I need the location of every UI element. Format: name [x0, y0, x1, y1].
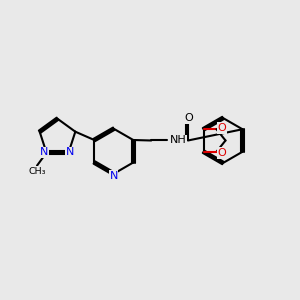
- Text: N: N: [110, 171, 118, 181]
- Text: N: N: [40, 147, 48, 157]
- Text: NH: NH: [169, 136, 186, 146]
- Text: O: O: [218, 123, 226, 133]
- Text: O: O: [184, 113, 194, 124]
- Text: N: N: [66, 147, 74, 157]
- Text: CH₃: CH₃: [28, 167, 46, 176]
- Text: O: O: [218, 148, 226, 158]
